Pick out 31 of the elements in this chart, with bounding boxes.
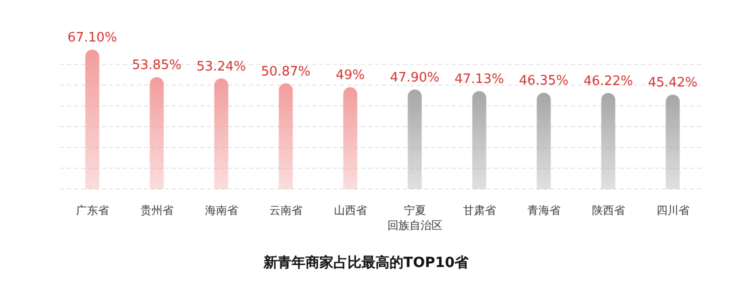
bar [408,89,422,189]
bar [666,94,680,189]
bar [343,87,358,189]
data-label: 47.13% [454,72,504,88]
data-label: 49% [336,68,365,84]
bar [278,83,293,189]
bar [472,91,486,189]
x-tick-label: 青海省 [527,204,560,217]
x-tick-label: 陕西省 [592,204,625,217]
data-label: 53.85% [132,58,182,74]
data-label: 47.90% [390,70,440,86]
x-tick-label: 山西省 [334,204,367,217]
x-tick-label: 广东省 [76,204,109,217]
text: 新青年商家占比最高的TOP10省 [262,254,470,271]
bar [214,78,228,189]
data-label: 67.10% [67,30,118,46]
bar [85,50,100,189]
data-label: 50.87% [260,64,311,80]
x-tick-label: 甘肃省 [462,204,496,217]
bar [601,92,616,189]
bar [150,77,164,189]
x-tick-label: 四川省 [656,204,690,217]
x-tick-label: 贵州省 [140,204,174,217]
x-tick-label: 宁夏回族自治区 [387,204,442,232]
x-tick-label: 云南省 [269,204,302,217]
data-label: 46.22% [583,74,634,89]
bar [536,92,551,189]
data-label: 45.42% [648,76,698,91]
x-tick-label: 海南省 [204,204,238,217]
data-label: 53.24% [196,59,246,74]
data-label: 46.35% [518,74,569,89]
